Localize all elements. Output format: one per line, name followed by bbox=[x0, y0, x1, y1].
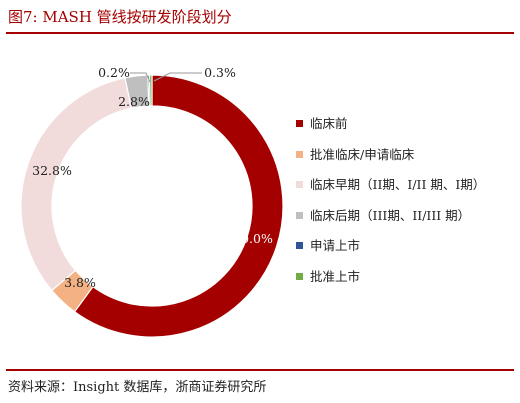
leader-line-5 bbox=[130, 72, 151, 83]
slice-label-6: 0.3% bbox=[204, 65, 236, 80]
slice-label-4: 2.8% bbox=[118, 94, 150, 109]
slice-label-3: 32.8% bbox=[32, 163, 72, 178]
slice-label-1: 60.0% bbox=[233, 231, 273, 246]
source-note: 资料来源：Insight 数据库，浙商证券研究所 bbox=[8, 380, 267, 395]
figure-title: 图7: MASH 管线按研发阶段划分 bbox=[8, 8, 232, 26]
legend-swatch bbox=[296, 211, 303, 219]
legend-swatch bbox=[296, 120, 303, 127]
slice-label-2: 3.8% bbox=[64, 275, 96, 290]
legend-label: 临床后期（III期、II/III 期） bbox=[310, 207, 471, 223]
donut-slice-1 bbox=[73, 74, 284, 338]
leader-line-6 bbox=[153, 72, 202, 82]
legend-swatch bbox=[296, 242, 303, 250]
footer-rule bbox=[6, 369, 514, 371]
legend-label: 申请上市 bbox=[310, 238, 361, 254]
legend-swatch bbox=[296, 150, 303, 158]
legend-label: 临床前 bbox=[310, 116, 348, 131]
legend-label: 批准临床/申请临床 bbox=[310, 146, 415, 162]
slice-label-5: 0.2% bbox=[98, 65, 130, 80]
legend-label: 临床早期（II期、I/II 期、I期） bbox=[310, 177, 486, 193]
legend-label: 批准上市 bbox=[310, 268, 361, 284]
donut-slice-3 bbox=[20, 77, 133, 292]
legend-swatch bbox=[296, 272, 303, 280]
donut-slice-6 bbox=[148, 74, 153, 107]
title-rule bbox=[6, 32, 514, 34]
legend-swatch bbox=[296, 181, 303, 189]
